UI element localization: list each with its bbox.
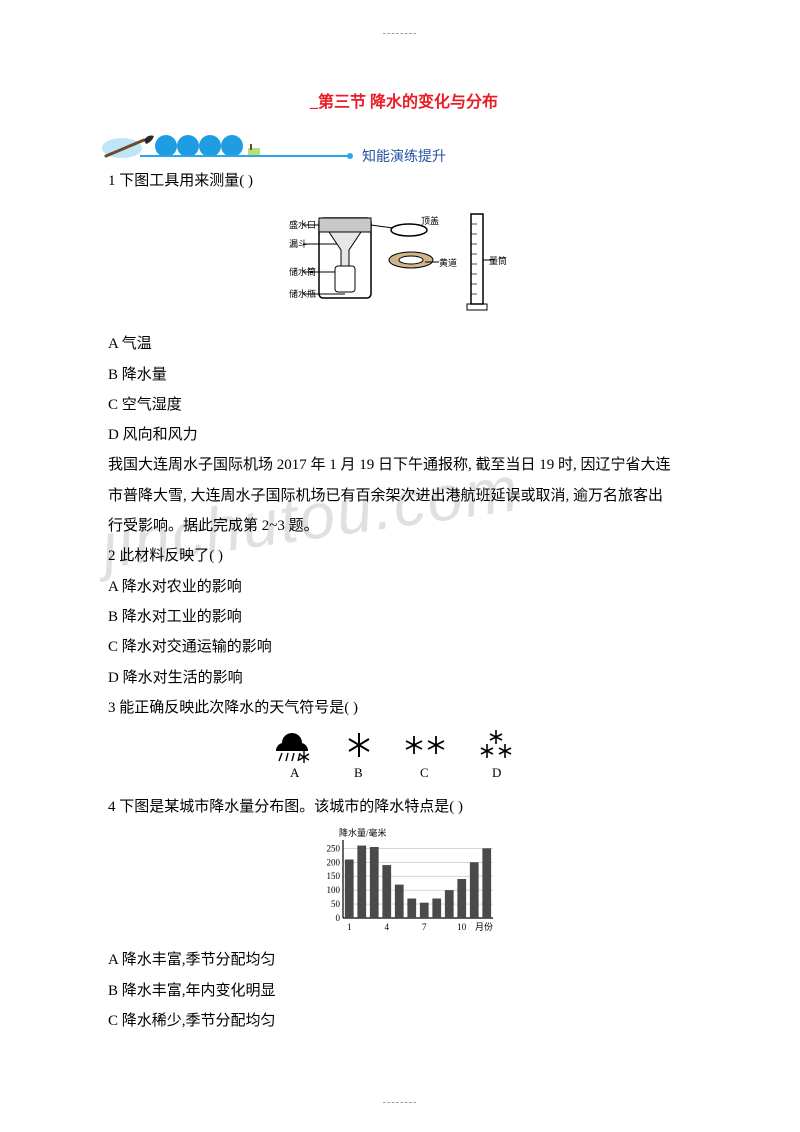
banner-label: 知能演练提升 <box>362 146 446 166</box>
svg-text:250: 250 <box>327 844 341 854</box>
q1-opt-d: D 风向和风力 <box>108 420 700 450</box>
svg-text:降水量/毫米: 降水量/毫米 <box>339 827 387 838</box>
svg-text:储水瓶: 储水瓶 <box>289 288 316 299</box>
svg-text:10: 10 <box>457 922 467 932</box>
q3-stem: 3 能正确反映此次降水的天气符号是( ) <box>108 693 700 723</box>
banner: 知能演练提升 <box>108 130 700 164</box>
svg-text:月份: 月份 <box>475 921 493 932</box>
svg-text:盛水口: 盛水口 <box>289 219 316 230</box>
svg-text:200: 200 <box>327 858 341 868</box>
q1-opt-b: B 降水量 <box>108 360 700 390</box>
page-dots-bottom: -------- <box>383 1097 418 1108</box>
q2-opt-b: B 降水对工业的影响 <box>108 602 700 632</box>
q4-opt-a: A 降水丰富,季节分配均匀 <box>108 945 700 975</box>
svg-text:100: 100 <box>327 886 341 896</box>
bar-chart-icon: 降水量/毫米 250 200 150 100 50 01 4 7 10 月份 <box>309 826 499 936</box>
page-dots-top: -------- <box>383 28 418 39</box>
svg-text:A: A <box>290 765 300 780</box>
svg-text:7: 7 <box>422 922 427 932</box>
q4-stem: 4 下图是某城市降水量分布图。该城市的降水特点是( ) <box>108 792 700 822</box>
svg-text:4: 4 <box>385 922 390 932</box>
q2-opt-d: D 降水对生活的影响 <box>108 663 700 693</box>
q1-opt-a: A 气温 <box>108 329 700 359</box>
figure-1: 盛水口 漏斗 储水筒 储水瓶 顶盖 黄道 量筒 <box>108 200 700 325</box>
figure-4-chart: 降水量/毫米 250 200 150 100 50 01 4 7 10 月份 <box>108 826 700 941</box>
svg-text:1: 1 <box>347 922 352 932</box>
q2-opt-a: A 降水对农业的影响 <box>108 572 700 602</box>
svg-text:储水筒: 储水筒 <box>289 266 316 277</box>
svg-text:顶盖: 顶盖 <box>421 215 439 226</box>
q2-stem: 2 此材料反映了( ) <box>108 541 700 571</box>
svg-text:漏斗: 漏斗 <box>289 238 307 249</box>
figure-3: A B C D <box>108 727 700 788</box>
svg-text:0: 0 <box>336 913 341 923</box>
svg-text:50: 50 <box>331 900 341 910</box>
passage-l1: 我国大连周水子国际机场 2017 年 1 月 19 日下午通报称, 截至当日 1… <box>108 450 700 480</box>
svg-text:量筒: 量筒 <box>489 255 507 266</box>
svg-text:150: 150 <box>327 872 341 882</box>
figure-3-icon: A B C D <box>264 727 544 783</box>
q4-opt-c: C 降水稀少,季节分配均匀 <box>108 1006 700 1036</box>
q2-opt-c: C 降水对交通运输的影响 <box>108 632 700 662</box>
figure-1-icon: 盛水口 漏斗 储水筒 储水瓶 顶盖 黄道 量筒 <box>289 200 519 320</box>
svg-text:黄道: 黄道 <box>439 257 457 268</box>
svg-text:D: D <box>492 765 501 780</box>
svg-text:B: B <box>354 765 363 780</box>
document-body: _第三节 降水的变化与分布 知能演练提升 1 下图工具用来测量( ) <box>108 88 700 1036</box>
q1-stem: 1 下图工具用来测量( ) <box>108 166 700 196</box>
section-title: _第三节 降水的变化与分布 <box>108 88 700 112</box>
q4-opt-b: B 降水丰富,年内变化明显 <box>108 976 700 1006</box>
passage-l3: 行受影响。据此完成第 2~3 题。 <box>108 511 700 541</box>
q1-opt-c: C 空气湿度 <box>108 390 700 420</box>
svg-text:C: C <box>420 765 429 780</box>
passage-l2: 市普降大雪, 大连周水子国际机场已有百余架次进出港航班延误或取消, 逾万名旅客出 <box>108 481 700 511</box>
